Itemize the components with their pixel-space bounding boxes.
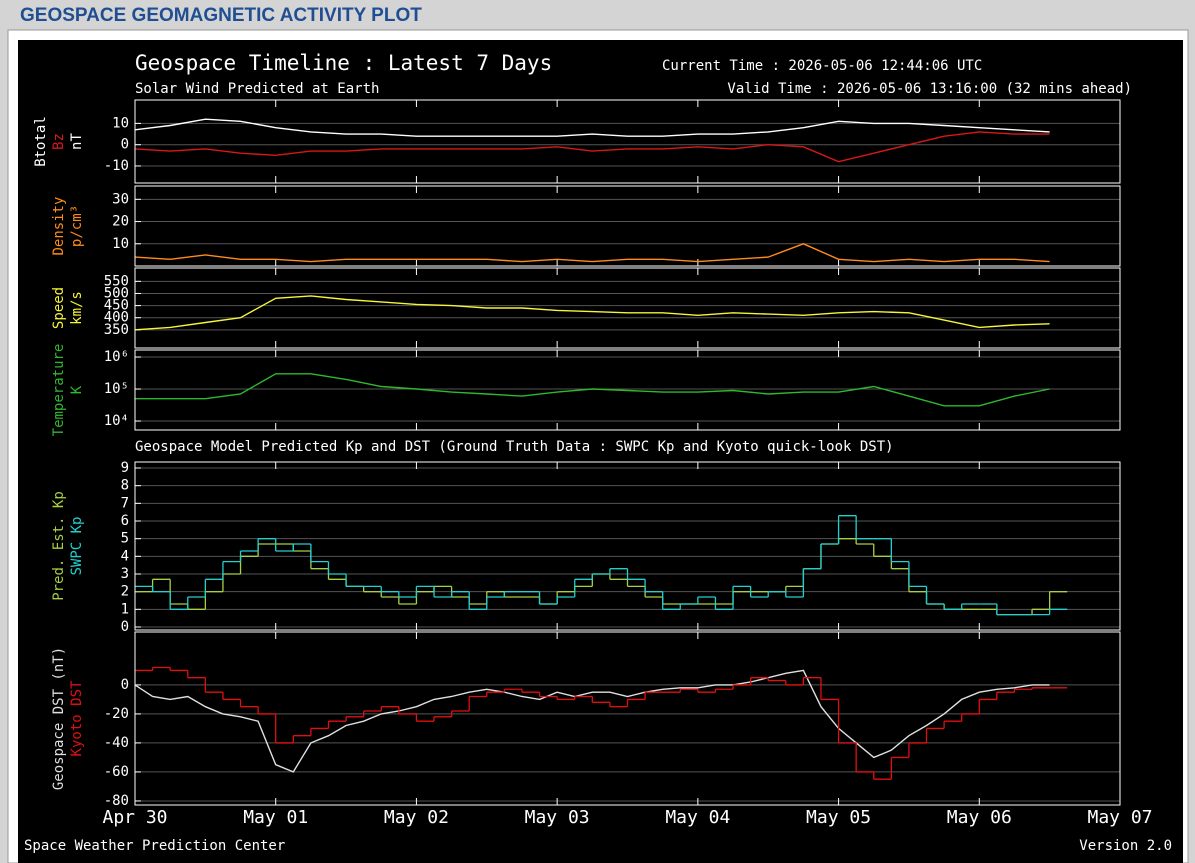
y-tick-label: 10⁴ — [104, 413, 129, 429]
series-line — [134, 669, 1050, 773]
series-line — [135, 373, 1050, 407]
y-tick-label: -10 — [104, 158, 129, 174]
y-tick-label: 10 — [112, 115, 129, 131]
y-tick-label: 5 — [121, 531, 129, 547]
y-tick-label: -60 — [104, 764, 129, 780]
y-tick-label: 0 — [121, 619, 129, 635]
y-tick-label: -40 — [104, 735, 129, 751]
chart-title: Geospace Timeline : Latest 7 Days — [135, 51, 552, 75]
y-tick-label: 3 — [121, 566, 129, 582]
y-tick-label: 500 — [104, 285, 129, 301]
axis-label: Bz — [51, 133, 67, 150]
x-tick-label: May 06 — [947, 807, 1012, 828]
y-tick-label: 20 — [112, 214, 129, 230]
y-tick-label: -80 — [104, 793, 129, 809]
y-tick-label: 10⁵ — [104, 381, 129, 397]
x-tick-label: May 05 — [806, 807, 871, 828]
series-line — [134, 131, 1050, 163]
panel-frame — [134, 461, 1121, 631]
series-line — [134, 295, 1050, 331]
y-tick-label: 8 — [121, 478, 129, 494]
panel-frame — [134, 631, 1121, 806]
y-tick-label: 10⁶ — [104, 349, 129, 365]
panel-frame — [134, 349, 1121, 431]
footer-left: Space Weather Prediction Center — [24, 838, 285, 854]
axis-label: p/cm³ — [69, 205, 85, 247]
axis-label: km/s — [69, 291, 85, 325]
y-tick-label: 2 — [121, 584, 129, 600]
x-tick-label: May 07 — [1087, 807, 1152, 828]
y-tick-label: 30 — [112, 191, 129, 207]
axis-label: Kyoto DST — [69, 680, 85, 756]
axis-label: Btotal — [33, 116, 49, 167]
axis-label: nT — [69, 133, 85, 150]
series-line — [134, 118, 1050, 137]
axis-label: K — [69, 385, 85, 394]
valid-time: Valid Time : 2026-05-06 13:16:00 (32 min… — [727, 81, 1132, 97]
axis-label: SWPC Kp — [69, 516, 85, 575]
y-tick-label: 6 — [121, 513, 129, 529]
axis-label: Speed — [51, 287, 67, 329]
panel-frame — [134, 185, 1121, 267]
x-tick-label: May 03 — [525, 807, 590, 828]
y-tick-label: 350 — [104, 322, 129, 338]
y-tick-label: 0 — [121, 137, 129, 153]
axis-label: Geospace DST (nT) — [51, 647, 67, 790]
y-tick-label: -20 — [104, 706, 129, 722]
y-tick-label: 4 — [121, 548, 129, 564]
plot-image — [18, 40, 1183, 863]
x-tick-label: Apr 30 — [102, 807, 167, 828]
y-tick-label: 7 — [121, 495, 129, 511]
page-title: GEOSPACE GEOMAGNETIC ACTIVITY PLOT — [20, 5, 422, 26]
y-tick-label: 0 — [121, 677, 129, 693]
y-tick-label: 10 — [112, 236, 129, 252]
y-tick-label: 400 — [104, 310, 129, 326]
x-tick-label: May 01 — [243, 807, 308, 828]
current-time: Current Time : 2026-05-06 12:44:06 UTC — [662, 58, 982, 74]
y-tick-label: 450 — [104, 298, 129, 314]
chart-subtitle: Solar Wind Predicted at Earth — [135, 81, 379, 97]
section-title: Geospace Model Predicted Kp and DST (Gro… — [135, 439, 894, 455]
axis-label: Temperature — [51, 344, 67, 437]
y-tick-label: 550 — [104, 273, 129, 289]
axis-label: Pred. Est. Kp — [51, 491, 67, 601]
panel-frame — [134, 99, 1121, 184]
axis-label: Density — [51, 196, 67, 255]
panel-frame — [134, 267, 1121, 349]
x-tick-label: May 02 — [384, 807, 449, 828]
y-tick-label: 9 — [121, 460, 129, 476]
footer-right: Version 2.0 — [1079, 838, 1172, 854]
y-tick-label: 1 — [121, 601, 129, 617]
x-tick-label: May 04 — [665, 807, 730, 828]
series-line — [134, 243, 1050, 263]
